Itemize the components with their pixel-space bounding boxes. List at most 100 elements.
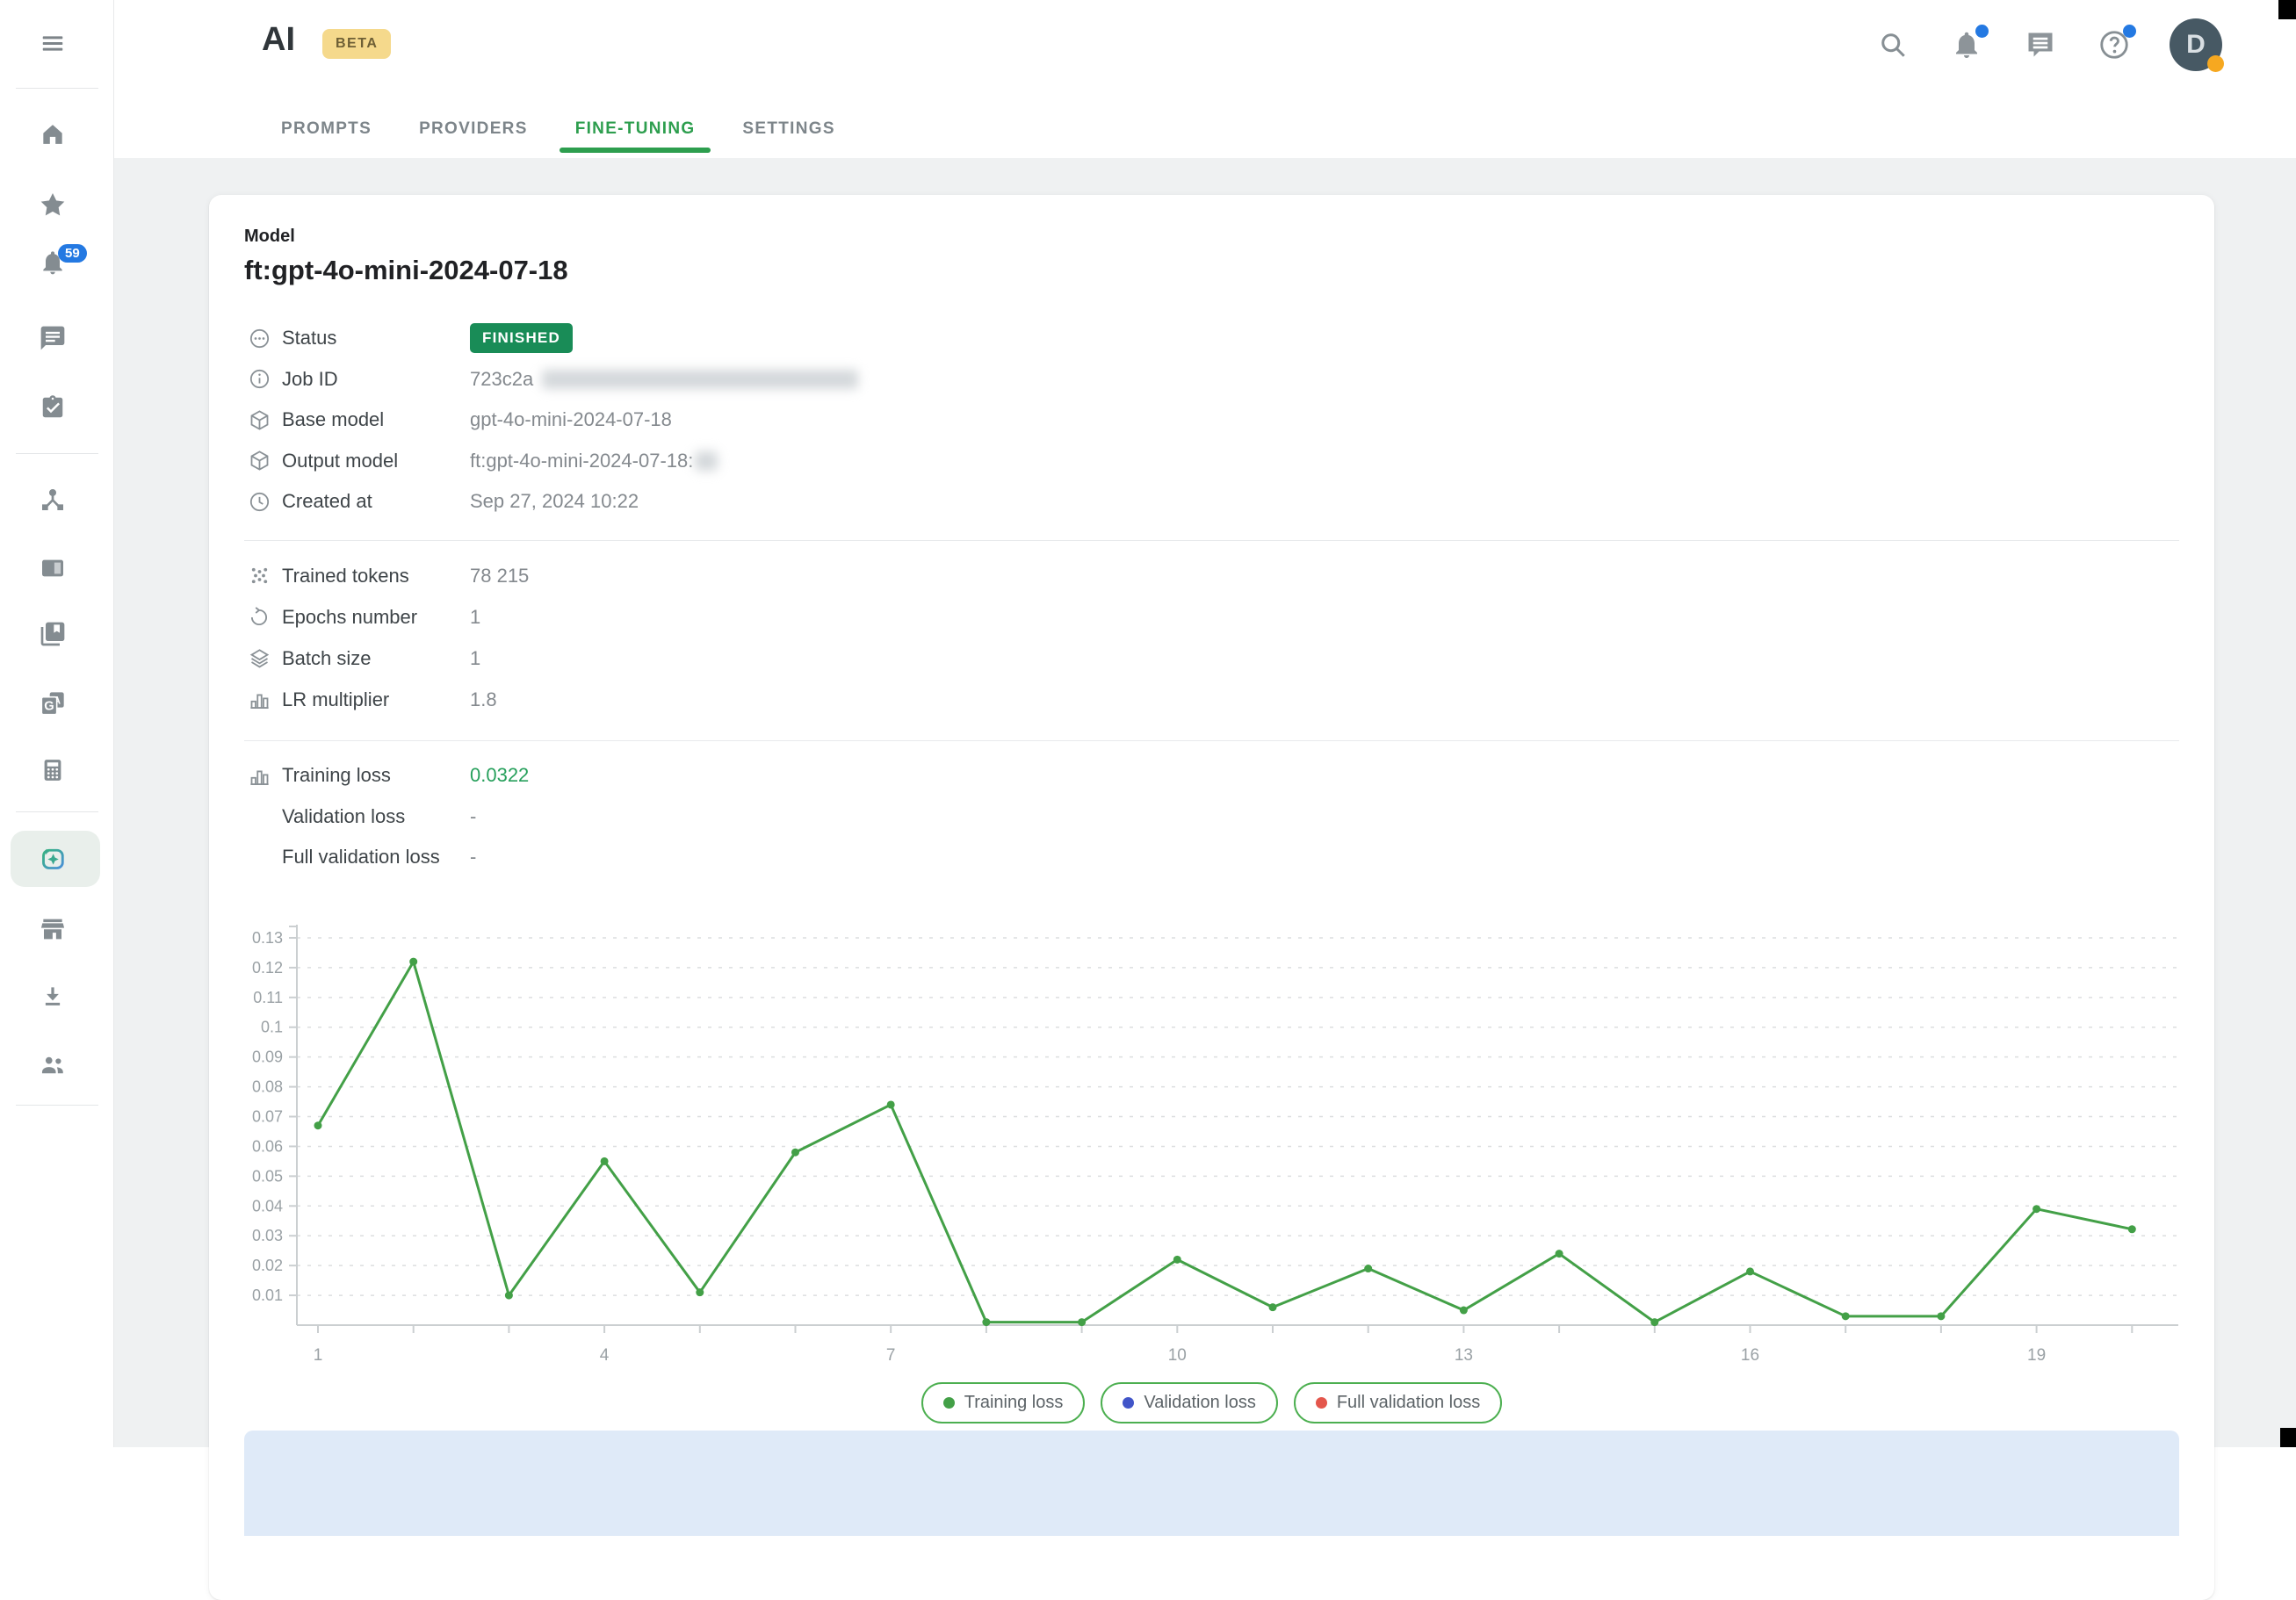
full-validation-loss-label: Full validation loss [282,846,440,868]
svg-text:0.13: 0.13 [252,929,283,947]
job-id-label: Job ID [282,367,338,390]
legend-full-validation-loss[interactable]: Full validation loss [1293,1382,1503,1423]
package-icon [248,408,274,432]
help-icon[interactable] [2096,25,2136,63]
redacted-output-model [695,450,718,471]
svg-text:0.11: 0.11 [253,989,283,1006]
sidebar-item-people[interactable] [38,1050,68,1080]
model-card: Model ft:gpt-4o-mini-2024-07-18 Status F… [209,195,2214,1600]
svg-text:7: 7 [886,1346,896,1361]
help-dot [2123,25,2136,38]
model-details: Status FINISHED Job ID 723c2a Base model… [244,318,2179,523]
status-badge: FINISHED [470,323,573,354]
layers-icon [248,646,274,670]
status-row: Status FINISHED [244,318,2179,359]
rotate-icon [248,606,274,629]
svg-text:0.04: 0.04 [252,1197,283,1214]
sidebar-item-calculator[interactable] [40,757,66,783]
svg-text:0.03: 0.03 [252,1227,283,1244]
legend-dot [1123,1397,1135,1409]
redacted-job-id [542,369,859,389]
legend-training-loss[interactable]: Training loss [921,1382,1086,1423]
base-model-value: gpt-4o-mini-2024-07-18 [470,408,672,431]
svg-text:0.01: 0.01 [252,1286,283,1304]
lr-multiplier-label: LR multiplier [282,688,390,710]
svg-text:19: 19 [2027,1346,2046,1361]
lr-multiplier-row: LR multiplier 1.8 [244,679,2179,720]
sidebar-item-notifications[interactable] [39,249,67,277]
sidebar-item-downloads[interactable] [40,984,66,1010]
epochs-label: Epochs number [282,605,418,628]
bar-chart-icon [248,688,274,711]
presence-dot [2207,55,2224,72]
app-window: 59 AG [0,0,2296,1536]
sidebar-item-store[interactable] [39,915,67,943]
job-id-row: Job ID 723c2a [244,359,2179,400]
base-model-label: Base model [282,408,385,431]
epochs-value: 1 [470,605,481,628]
loss-chart-svg: 0.01 0.02 0.03 0.04 0.05 0.06 0.07 0.08 0.09 0.1 0… [252,925,2178,1365]
menu-icon[interactable] [40,31,66,61]
tab-providers[interactable]: PROVIDERS [419,119,528,138]
avatar[interactable]: D [2170,18,2224,72]
sidebar-item-home[interactable] [39,120,67,148]
chat-icon[interactable] [2022,26,2059,63]
sidebar-item-translate[interactable]: AG [39,689,67,717]
grain-icon [248,564,274,587]
sidebar-divider [16,811,98,812]
svg-text:1: 1 [314,1346,323,1361]
sidebar-item-library[interactable] [39,620,67,648]
tab-bar: PROMPTS PROVIDERS FINE-TUNING SETTINGS [279,104,837,155]
created-at-value: Sep 27, 2024 10:22 [470,490,639,513]
legend-label: Full validation loss [1336,1393,1481,1412]
batch-size-label: Batch size [282,646,372,669]
output-model-label: Output model [282,449,399,472]
divider [244,540,2179,541]
lr-multiplier-value: 1.8 [470,688,497,710]
svg-text:0.02: 0.02 [252,1257,283,1274]
info-icon [248,367,274,391]
sidebar-divider [16,453,98,454]
app-logo: AI [262,21,295,58]
svg-text:0.07: 0.07 [252,1108,283,1126]
tab-settings[interactable]: SETTINGS [742,119,835,138]
svg-text:0.08: 0.08 [252,1078,283,1096]
svg-text:4: 4 [600,1346,610,1361]
training-params: Trained tokens 78 215 Epochs number 1 Ba… [244,555,2179,720]
trained-tokens-label: Trained tokens [282,564,409,587]
trained-tokens-row: Trained tokens 78 215 [244,555,2179,596]
svg-text:0.05: 0.05 [252,1167,283,1185]
training-loss-row: Training loss 0.0322 [244,755,2179,796]
sidebar-item-panel[interactable] [39,554,67,582]
output-model-value: ft:gpt-4o-mini-2024-07-18: [470,449,694,472]
notification-count-badge: 59 [58,244,87,263]
legend-dot [942,1397,955,1409]
sidebar: 59 AG [0,0,114,1447]
sidebar-item-tasks[interactable] [40,394,66,421]
bar-chart-icon [248,764,274,788]
header: AI BETA D PROMPTS PROVIDER [114,0,2296,158]
tab-prompts[interactable]: PROMPTS [281,119,372,138]
legend-label: Training loss [964,1393,1064,1412]
svg-text:0.12: 0.12 [252,959,283,977]
validation-loss-label: Validation loss [282,804,406,827]
tab-fine-tuning[interactable]: FINE-TUNING [559,104,711,155]
legend-dot [1315,1397,1327,1409]
beta-badge: BETA [322,29,392,59]
notifications-icon[interactable] [1948,25,1989,63]
svg-text:G: G [44,699,54,713]
pending-icon [248,327,274,350]
svg-text:10: 10 [1168,1346,1187,1361]
sidebar-item-ai-finetuning[interactable] [37,843,69,875]
sidebar-item-favorites[interactable] [38,190,68,220]
sidebar-divider [16,1105,98,1106]
legend-validation-loss[interactable]: Validation loss [1101,1382,1278,1423]
svg-text:0.06: 0.06 [252,1137,283,1155]
divider [244,740,2179,741]
search-icon[interactable] [1874,26,1911,63]
training-loss-value: 0.0322 [470,764,530,787]
sidebar-item-messages[interactable] [39,324,67,352]
trained-tokens-value: 78 215 [470,564,530,587]
status-label: Status [282,327,337,350]
sidebar-item-hub[interactable] [39,486,67,514]
